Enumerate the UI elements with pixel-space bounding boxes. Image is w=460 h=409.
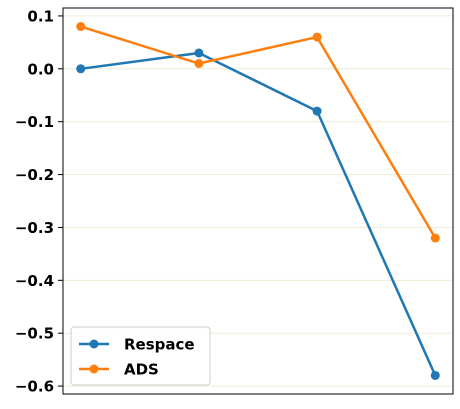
y-tick-label: −0.4 [15, 272, 54, 290]
series-group [76, 22, 440, 380]
y-axis: 0.1 0.0 −0.1 −0.2 −0.3 −0.4 −0.5 −0.6 [15, 7, 63, 396]
legend: Respace ADS [70, 326, 211, 386]
y-tick-label: −0.3 [15, 219, 54, 237]
y-tick-label: −0.2 [15, 166, 54, 184]
data-point-ads [76, 22, 86, 32]
series-line-respace [80, 51, 437, 377]
y-tick-label: 0.0 [27, 60, 54, 78]
data-point-ads [194, 59, 204, 69]
y-tick-label: −0.5 [15, 325, 54, 343]
legend-box [70, 326, 211, 386]
data-point-ads [430, 233, 440, 243]
legend-label-respace: Respace [124, 336, 195, 354]
y-tick-label: −0.6 [15, 378, 54, 396]
y-tick-label: −0.1 [15, 113, 54, 131]
plot-frame [62, 7, 454, 395]
legend-marker-respace [89, 339, 99, 349]
data-point-respace [430, 370, 440, 380]
data-point-respace [194, 48, 204, 58]
data-point-respace [312, 106, 322, 116]
legend-marker-ads [89, 364, 99, 374]
legend-label-ads: ADS [124, 361, 159, 379]
data-point-ads [312, 32, 322, 42]
data-point-respace [76, 64, 86, 74]
y-tick-label: 0.1 [27, 7, 54, 25]
series-line-ads [80, 25, 437, 239]
